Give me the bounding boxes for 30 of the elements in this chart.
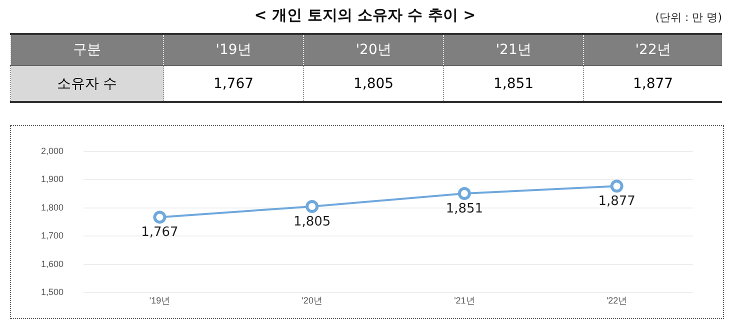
x-tick-label: '20년 <box>302 295 322 306</box>
y-tick-label: 1,500 <box>40 287 64 298</box>
data-label: 1,767 <box>164 66 304 102</box>
text: (단위 : 만 명) <box>655 10 722 25</box>
chart-title: < 개인 토지의 소유자 수 추이 > <box>254 6 476 24</box>
y-tick-label: 1,900 <box>40 174 64 184</box>
data-label: 1,877 <box>584 66 722 102</box>
text: 소유자 수 <box>10 66 164 102</box>
text: 1,805 <box>293 214 331 230</box>
y-tick-label: 2,000 <box>40 146 64 156</box>
y-tick-label: 1,600 <box>40 258 64 269</box>
x-tick-label: '21년 <box>454 295 475 306</box>
x-tick-label: '22년 <box>606 295 628 306</box>
x-tick-label: '19년 <box>149 295 170 306</box>
category-label: '20년 <box>356 42 392 58</box>
text: 1,767 <box>141 225 178 240</box>
category-label: '19년 <box>216 42 252 58</box>
point <box>610 180 624 193</box>
point <box>153 210 166 224</box>
point <box>458 186 471 200</box>
data-label: 1,805 <box>304 66 444 102</box>
text: 1,851 <box>446 201 484 216</box>
data-label: 1,851 <box>444 66 584 102</box>
category-label: '22년 <box>635 42 671 58</box>
category-label: '21년 <box>496 42 532 58</box>
text: 1,877 <box>598 194 636 210</box>
text: 구분 <box>10 34 164 66</box>
y-tick-label: 1,800 <box>40 202 64 212</box>
y-tick-label: 1,700 <box>40 230 64 241</box>
point <box>306 200 319 213</box>
